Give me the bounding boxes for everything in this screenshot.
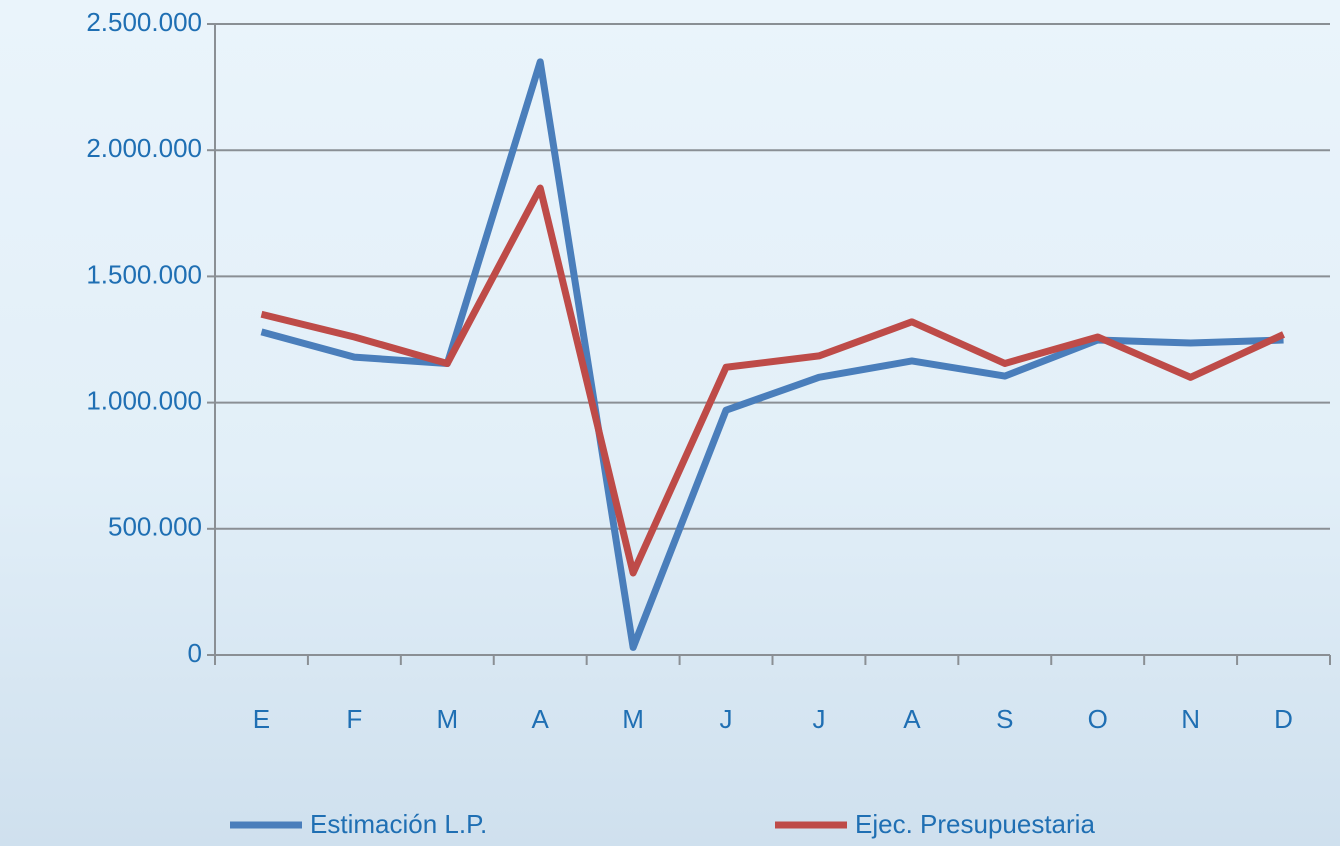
x-tick-label: E — [253, 704, 270, 734]
x-tick-label: A — [532, 704, 550, 734]
y-tick-label: 1.000.000 — [86, 385, 202, 415]
x-tick-label: M — [436, 704, 458, 734]
y-tick-label: 0 — [188, 638, 202, 668]
x-tick-label: D — [1274, 704, 1293, 734]
x-tick-label: S — [996, 704, 1013, 734]
legend-label: Estimación L.P. — [310, 809, 487, 839]
y-tick-label: 500.000 — [108, 512, 202, 542]
legend-label: Ejec. Presupuestaria — [855, 809, 1095, 839]
x-tick-label: N — [1181, 704, 1200, 734]
x-tick-label: A — [903, 704, 921, 734]
y-tick-label: 2.500.000 — [86, 7, 202, 37]
x-tick-label: O — [1088, 704, 1108, 734]
y-tick-label: 1.500.000 — [86, 259, 202, 289]
line-series — [260, 184, 1286, 577]
x-tick-label: J — [812, 704, 825, 734]
y-tick-label: 2.000.000 — [86, 133, 202, 163]
x-tick-label: M — [622, 704, 644, 734]
x-tick-label: F — [346, 704, 362, 734]
x-tick-label: J — [720, 704, 733, 734]
